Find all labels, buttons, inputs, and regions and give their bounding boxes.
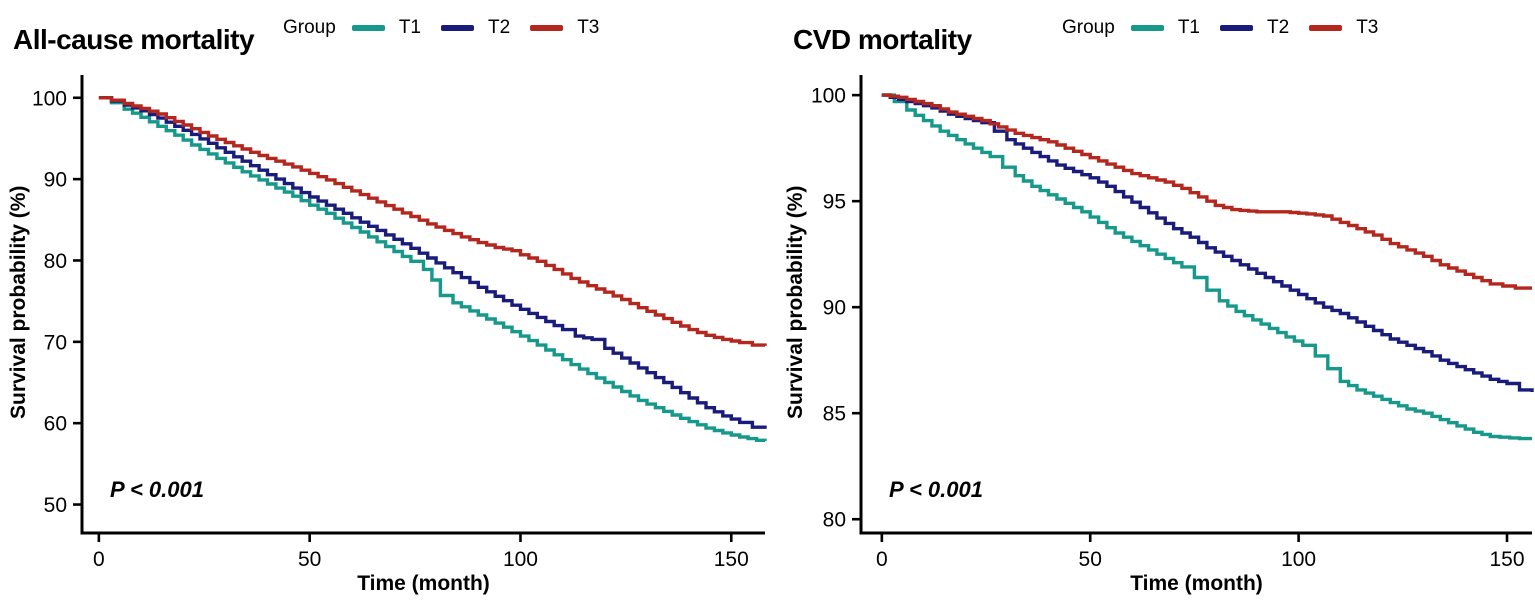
legend-label-t3: T3 — [1356, 17, 1379, 38]
survival-curve-t1 — [881, 93, 1532, 441]
legend-label-t1: T1 — [1177, 17, 1200, 38]
p-value-annotation: P < 0.001 — [110, 477, 204, 502]
survival-curve-t2 — [98, 96, 767, 429]
x-tick-label: 150 — [1489, 548, 1524, 571]
legend-label-t2: T2 — [488, 17, 511, 38]
legend-label-t1: T1 — [398, 17, 421, 38]
x-tick-label: 150 — [714, 548, 749, 571]
legend-item-t3: T3 — [1309, 17, 1378, 39]
x-tick-label: 50 — [298, 548, 321, 571]
x-axis-label: Time (month) — [357, 572, 490, 595]
y-tick-label: 100 — [811, 85, 846, 108]
legend-title: Group — [1062, 17, 1115, 38]
x-tick-label: 100 — [503, 548, 538, 571]
y-tick-label: 80 — [823, 509, 846, 532]
y-tick-label: 85 — [823, 403, 846, 426]
survival-curve-t3 — [98, 96, 767, 347]
x-tick-label: 0 — [876, 548, 888, 571]
legend-swatch-t2-icon — [441, 25, 474, 31]
chart-title: All-cause mortality — [13, 24, 255, 56]
y-tick-label: 95 — [823, 191, 846, 214]
legend-item-t1: T1 — [351, 17, 421, 39]
panel-all-cause-mortality: All-cause mortality Group T1 T2 T3 50 60 7… — [0, 0, 767, 612]
survival-curve-t3 — [881, 93, 1532, 290]
legend-label-t3: T3 — [577, 17, 600, 38]
plot-svg: 50 60 70 80 90 100 0 50 100 150 — [32, 75, 767, 571]
y-tick-label: 90 — [823, 297, 846, 320]
p-value-annotation: P < 0.001 — [889, 477, 983, 502]
y-tick-label: 80 — [44, 250, 67, 273]
legend: Group T1 T2 T3 — [283, 17, 619, 39]
legend-item-t1: T1 — [1130, 17, 1200, 39]
x-tick-label: 100 — [1281, 548, 1316, 571]
legend-swatch-t1-icon — [351, 25, 385, 31]
legend-swatch-t3-icon — [1309, 25, 1343, 31]
y-axis-label: Survival probability (%) — [784, 185, 807, 419]
survival-curve-t2 — [881, 93, 1534, 392]
legend-swatch-t2-icon — [1220, 25, 1253, 31]
survival-curve-t1 — [98, 96, 767, 442]
plot-svg: 80 85 90 95 100 0 50 100 150 — [811, 75, 1534, 571]
x-tick-label: 0 — [93, 548, 105, 571]
y-tick-label: 70 — [44, 331, 67, 354]
legend-item-t2: T2 — [1220, 17, 1289, 39]
legend-item-t2: T2 — [441, 17, 510, 39]
y-tick-label: 90 — [44, 169, 67, 192]
legend-swatch-t3-icon — [530, 25, 564, 31]
legend-swatch-t1-icon — [1130, 25, 1164, 31]
x-tick-label: 50 — [1079, 548, 1102, 571]
y-axis-label: Survival probability (%) — [7, 185, 30, 419]
y-tick-label: 100 — [32, 87, 67, 110]
legend-title: Group — [283, 17, 336, 38]
chart-title: CVD mortality — [793, 24, 972, 56]
panel-cvd-mortality: CVD mortality Group T1 T2 T3 80 85 90 95 100… — [767, 0, 1535, 612]
y-tick-label: 50 — [44, 494, 67, 517]
legend-item-t3: T3 — [530, 17, 599, 39]
legend: Group T1 T2 T3 — [1062, 17, 1398, 39]
x-axis-label: Time (month) — [1130, 572, 1263, 595]
y-tick-label: 60 — [44, 413, 67, 436]
legend-label-t2: T2 — [1267, 17, 1290, 38]
